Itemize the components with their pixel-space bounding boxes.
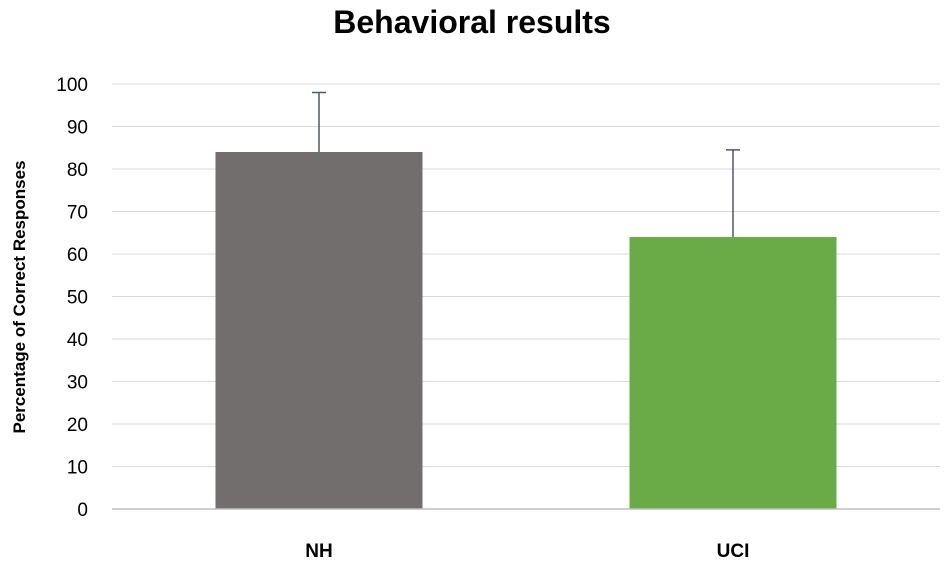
- x-tick-label-nh: NH: [305, 541, 332, 562]
- error-bars: [312, 91, 740, 237]
- y-tick-label: 50: [67, 288, 88, 309]
- y-tick-label: 70: [67, 203, 88, 224]
- y-tick-label: 100: [56, 75, 88, 96]
- chart-title: Behavioral results: [333, 4, 610, 40]
- bar-uci: [629, 237, 837, 509]
- y-tick-label: 90: [67, 118, 88, 139]
- y-axis-label: Percentage of Correct Responses: [10, 160, 29, 433]
- x-tick-label-uci: UCI: [717, 541, 750, 562]
- x-tick-labels: NH UCI: [305, 541, 749, 562]
- error-bar-nh: [312, 91, 326, 152]
- bars: [215, 152, 837, 509]
- y-tick-label: 80: [67, 160, 88, 181]
- bar-nh: [215, 152, 423, 509]
- y-tick-label: 30: [67, 373, 88, 394]
- y-tick-label: 0: [77, 500, 88, 521]
- error-bar-uci: [726, 149, 740, 237]
- y-tick-label: 40: [67, 330, 88, 351]
- y-tick-label: 60: [67, 245, 88, 266]
- y-tick-labels: 0 10 20 30 40 50 60 70 80 90 100: [56, 75, 88, 521]
- y-tick-label: 10: [67, 458, 88, 479]
- y-tick-label: 20: [67, 415, 88, 436]
